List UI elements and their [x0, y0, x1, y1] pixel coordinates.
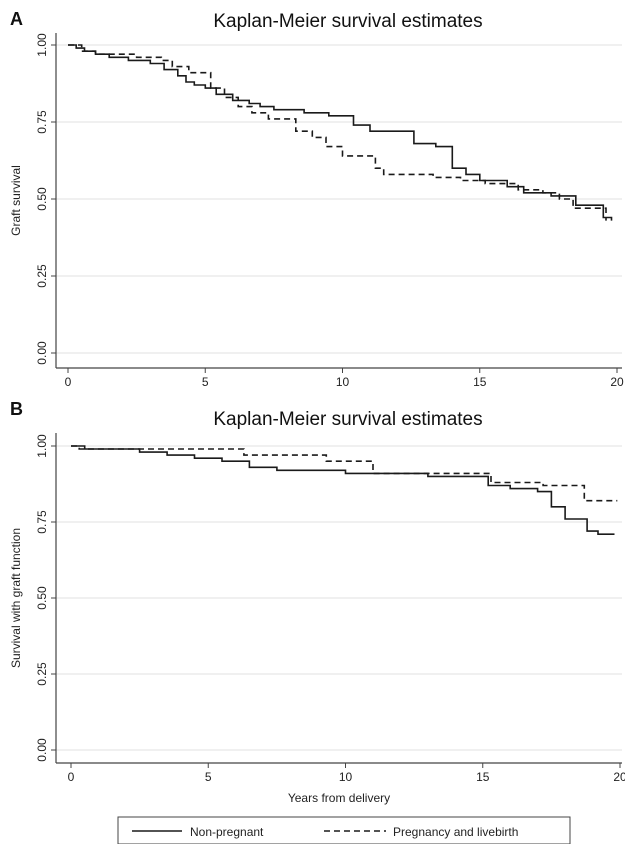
- panel-b-y-tick-label-2: 0.50: [35, 586, 49, 610]
- panel-a-y-tick-label-3: 0.75: [35, 110, 49, 134]
- panel-letter-b: B: [10, 399, 23, 419]
- panel-b-title: Kaplan-Meier survival estimates: [213, 409, 482, 430]
- panel-b-x-tick-label-4: 20: [613, 770, 625, 784]
- panel-b-series-non-pregnant: [71, 445, 615, 535]
- panel-a-y-tick-label-0: 0.00: [35, 341, 49, 365]
- panel-b-y-tick-label-1: 0.25: [35, 662, 49, 686]
- panel-a-series-pregnancy-and-livebirth: [68, 44, 607, 221]
- panel-b-x-axis-label: Years from delivery: [288, 791, 390, 805]
- panel-a-series-non-pregnant: [68, 44, 613, 221]
- panel-b-y-tick-label-0: 0.00: [35, 738, 49, 762]
- panel-a-y-tick-label-4: 1.00: [35, 33, 49, 57]
- panel-a: A Kaplan-Meier survival estimates 0.00 0.…: [9, 9, 624, 389]
- legend: Non-pregnant Pregnancy and livebirth: [117, 816, 571, 844]
- panel-b-series-pregnancy-and-livebirth: [71, 445, 618, 502]
- panel-a-title: Kaplan-Meier survival estimates: [213, 11, 482, 32]
- panel-b-y-axis-label: Survival with graft function: [9, 528, 23, 668]
- panel-a-x-tick-label-0: 0: [65, 375, 72, 389]
- panel-a-x-tick-label-3: 15: [473, 375, 487, 389]
- legend-label-pregnancy-livebirth: Pregnancy and livebirth: [393, 825, 518, 839]
- panel-b-x-tick-label-2: 10: [339, 770, 353, 784]
- panel-a-y-tick-label-2: 0.50: [35, 187, 49, 211]
- legend-label-non-pregnant: Non-pregnant: [190, 825, 264, 839]
- panel-a-x-tick-label-2: 10: [336, 375, 350, 389]
- panel-a-y-tick-label-1: 0.25: [35, 264, 49, 288]
- panel-a-x-tick-label-4: 20: [610, 375, 624, 389]
- panel-b: B Kaplan-Meier survival estimates 0.00 0.…: [9, 399, 625, 805]
- panel-b-x-tick-label-0: 0: [68, 770, 75, 784]
- panel-b-x-tick-label-1: 5: [205, 770, 212, 784]
- panel-a-y-axis-label: Graft survival: [9, 165, 23, 236]
- panel-letter-a: A: [10, 9, 23, 29]
- panel-b-y-tick-label-3: 0.75: [35, 510, 49, 534]
- panel-b-y-tick-label-4: 1.00: [35, 434, 49, 458]
- panel-b-x-tick-label-3: 15: [476, 770, 490, 784]
- panel-a-x-tick-label-1: 5: [202, 375, 209, 389]
